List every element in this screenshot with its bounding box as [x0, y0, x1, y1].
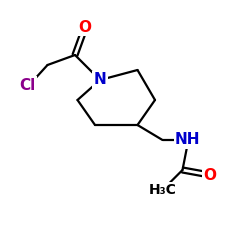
Text: O: O: [78, 20, 92, 35]
Text: Cl: Cl: [20, 78, 36, 92]
Text: N: N: [94, 72, 106, 88]
Text: O: O: [204, 168, 216, 182]
Text: NH: NH: [175, 132, 200, 148]
Text: H₃C: H₃C: [148, 183, 176, 197]
